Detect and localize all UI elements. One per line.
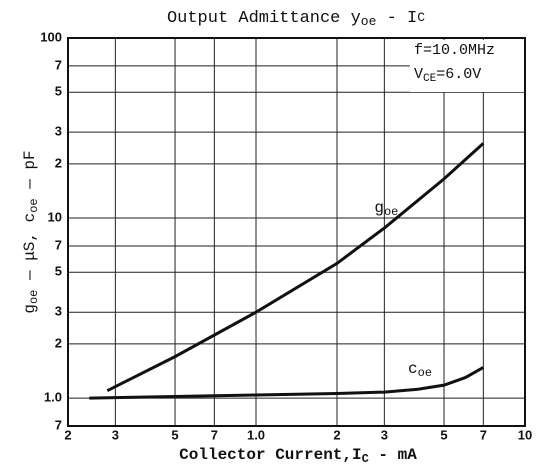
- grid: [67, 37, 526, 427]
- y-tick-label: 1.0: [44, 390, 62, 405]
- y-tick-label: 100: [40, 29, 62, 44]
- curve-label-part: oe: [384, 205, 398, 219]
- curve: [106, 142, 485, 392]
- chart-title: Output Admittance yoe - IC: [167, 9, 425, 29]
- x-tick-label: 10: [518, 427, 532, 442]
- curve-label-part: c: [408, 360, 418, 378]
- y-tick-label: 5: [55, 84, 62, 99]
- annotation: VCE=6.0V: [414, 66, 481, 85]
- y-tick-label: 10: [48, 209, 62, 224]
- x-tick-label: 7: [480, 427, 487, 442]
- y-tick-label: 7: [55, 417, 62, 432]
- annotation-box: [410, 40, 524, 92]
- y-tick-label: 2: [55, 155, 62, 170]
- y-axis-label: goe — μS, coe — pF: [21, 150, 41, 313]
- y-tick-label: 5: [55, 264, 62, 279]
- x-axis-label: Collector Current,IC - mA: [179, 446, 417, 466]
- curve: [89, 366, 485, 400]
- x-tick-label: 3: [381, 427, 388, 442]
- curve-label-part: oe: [418, 366, 432, 380]
- y-tick-label: 7: [55, 237, 62, 252]
- x-tick-label: 5: [440, 427, 447, 442]
- x-tick-label: 2: [64, 427, 71, 442]
- x-tick-label: 7: [211, 427, 218, 442]
- curve-label-part: g: [374, 199, 384, 217]
- x-tick-label: 5: [171, 427, 178, 442]
- y-tick-label: 3: [55, 124, 62, 139]
- y-tick-label: 2: [55, 335, 62, 350]
- annotation: f=10.0MHz: [414, 42, 495, 59]
- x-tick-label: 3: [112, 427, 119, 442]
- y-tick-label: 3: [55, 304, 62, 319]
- plot-frame: [67, 37, 526, 427]
- curve-label: coe: [408, 360, 432, 380]
- y-tick-label: 7: [55, 57, 62, 72]
- curve-label: goe: [374, 199, 398, 219]
- x-tick-label: 1.0: [247, 427, 265, 442]
- x-tick-label: 2: [333, 427, 340, 442]
